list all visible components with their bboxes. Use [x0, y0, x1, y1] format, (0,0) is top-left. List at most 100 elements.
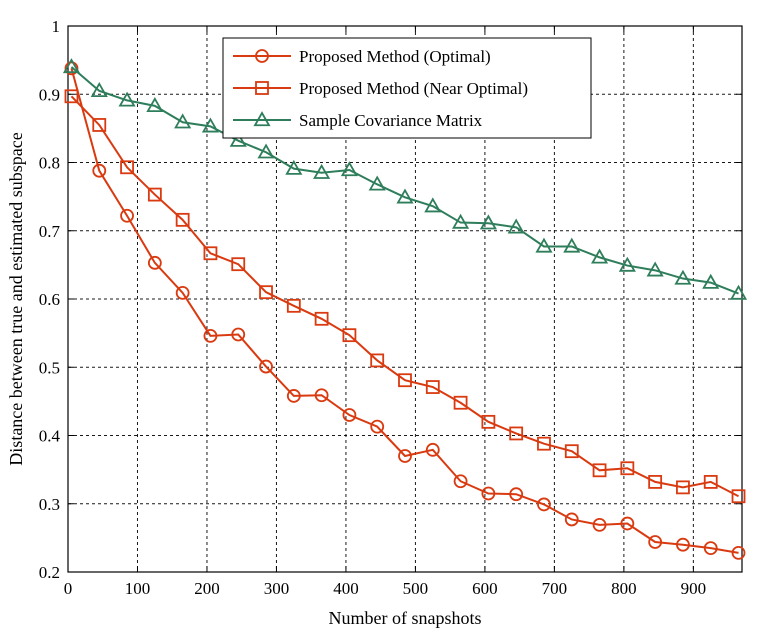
- x-tick-label: 800: [611, 579, 637, 598]
- data-point-square: [537, 436, 551, 451]
- data-point-triangle: [368, 175, 386, 191]
- y-axis-label: Distance between true and estimated subs…: [6, 132, 26, 465]
- data-point-triangle: [563, 237, 581, 253]
- x-tick-label: 200: [194, 579, 220, 598]
- data-point-circle: [147, 255, 162, 270]
- data-point-triangle: [729, 284, 748, 300]
- data-point-triangle: [313, 163, 331, 179]
- axis-ticks: 0 100 200 300 400 500 600 700 800 900 0.2 0.3 0.4 0.5…: [39, 17, 742, 598]
- data-point-square: [286, 298, 301, 313]
- data-point-square: [703, 475, 718, 489]
- y-tick-label: 0.4: [39, 427, 61, 446]
- data-point-circle: [676, 537, 690, 552]
- x-tick-label: 400: [333, 579, 359, 598]
- data-point-triangle: [229, 131, 247, 147]
- data-point-square: [620, 461, 635, 476]
- data-point-circle: [370, 419, 385, 434]
- data-point-square: [731, 489, 746, 504]
- data-point-square: [342, 328, 357, 343]
- data-point-square: [147, 187, 162, 202]
- data-point-triangle: [396, 188, 414, 204]
- data-point-triangle: [618, 256, 636, 272]
- data-point-triangle: [452, 213, 470, 229]
- y-tick-label: 0.6: [39, 290, 60, 309]
- data-point-triangle: [674, 269, 692, 285]
- data-point-circle: [648, 535, 663, 549]
- data-point-triangle: [646, 261, 664, 277]
- data-point-circle: [231, 327, 246, 342]
- data-point-triangle: [702, 273, 720, 289]
- x-tick-label: 0: [64, 579, 73, 598]
- data-point-triangle: [285, 159, 303, 175]
- x-tick-label: 100: [125, 579, 151, 598]
- legend-label: Proposed Method (Optimal): [299, 47, 491, 66]
- data-point-triangle: [424, 197, 442, 213]
- data-point-circle: [286, 389, 301, 403]
- series-line: [70, 66, 739, 295]
- data-point-triangle: [507, 218, 525, 234]
- data-point-square: [231, 257, 246, 272]
- y-tick-label: 0.2: [39, 563, 60, 582]
- series-3: [62, 58, 748, 300]
- data-point-square: [64, 89, 79, 104]
- data-point-square: [564, 444, 579, 459]
- data-point-circle: [731, 545, 746, 560]
- legend-box: [222, 37, 592, 139]
- data-point-square: [509, 426, 524, 441]
- data-point-triangle: [118, 91, 136, 107]
- data-point-circle: [120, 208, 134, 223]
- data-point-square: [370, 353, 385, 368]
- legend: Proposed Method (Optimal) Proposed Method…: [222, 37, 592, 139]
- data-point-circle: [203, 328, 218, 343]
- data-point-circle: [620, 516, 635, 531]
- data-point-triangle: [90, 82, 108, 97]
- data-point-circle: [259, 359, 273, 374]
- series-line: [70, 95, 739, 498]
- data-point-square: [398, 373, 412, 388]
- data-point-circle: [703, 541, 718, 556]
- data-point-square: [255, 81, 269, 95]
- data-point-triangle: [174, 113, 192, 129]
- data-point-circle: [509, 487, 524, 502]
- data-point-square: [425, 380, 440, 394]
- legend-item-3: Sample Covariance Matrix: [233, 111, 483, 130]
- series-1: [64, 61, 746, 560]
- y-tick-label: 0.9: [39, 85, 60, 104]
- series-line: [70, 68, 739, 554]
- x-tick-label: 900: [681, 579, 707, 598]
- legend-label: Sample Covariance Matrix: [299, 111, 483, 130]
- y-tick-label: 1: [52, 17, 61, 36]
- legend-item-1: Proposed Method (Optimal): [233, 47, 491, 66]
- x-tick-label: 600: [472, 579, 498, 598]
- data-point-circle: [175, 285, 190, 300]
- data-point-square: [259, 285, 273, 300]
- x-tick-label: 300: [264, 579, 290, 598]
- data-point-triangle: [535, 237, 553, 253]
- series-2: [64, 89, 746, 504]
- data-point-circle: [481, 486, 496, 501]
- data-point-circle: [564, 512, 579, 527]
- y-tick-label: 0.5: [39, 358, 60, 377]
- data-point-square: [175, 212, 190, 227]
- data-point-circle: [255, 49, 269, 63]
- data-point-square: [203, 246, 218, 261]
- data-point-triangle: [253, 111, 271, 127]
- data-point-square: [592, 463, 607, 478]
- data-point-square: [648, 475, 663, 489]
- x-tick-label: 500: [403, 579, 429, 598]
- data-point-triangle: [201, 117, 219, 133]
- x-tick-label: 700: [542, 579, 568, 598]
- y-tick-label: 0.8: [39, 154, 60, 173]
- data-point-circle: [314, 388, 329, 403]
- data-point-circle: [342, 408, 357, 422]
- y-tick-label: 0.3: [39, 495, 60, 514]
- x-axis-label: Number of snapshots: [329, 608, 482, 628]
- data-point-square: [481, 414, 496, 429]
- data-point-triangle: [340, 161, 358, 177]
- data-point-square: [92, 118, 107, 132]
- data-point-triangle: [591, 248, 609, 264]
- series-layer: [62, 58, 748, 560]
- legend-item-2: Proposed Method (Near Optimal): [233, 79, 528, 98]
- data-point-triangle: [62, 58, 81, 74]
